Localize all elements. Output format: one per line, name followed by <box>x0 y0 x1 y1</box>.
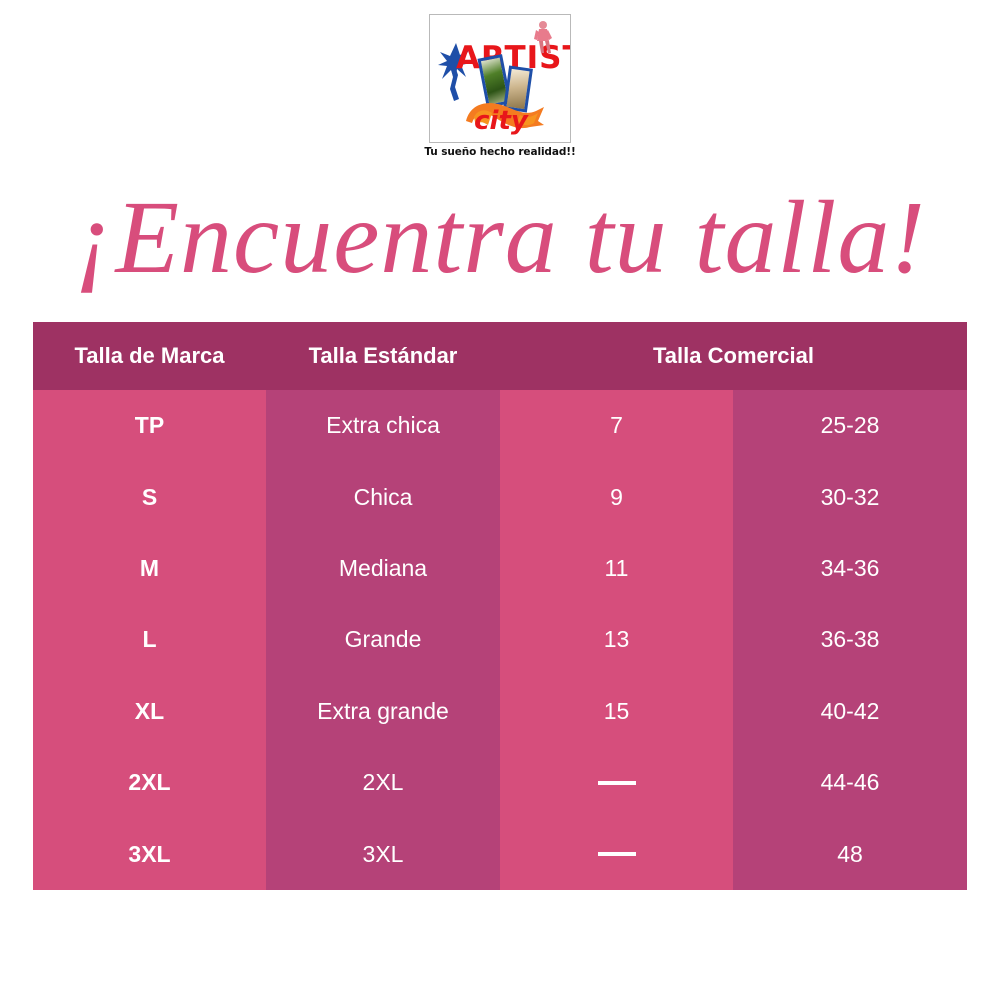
table-cell-comercial-rango: 44-46 <box>820 769 880 796</box>
table-cell-estandar: Extra chica <box>326 412 440 439</box>
table-cell-comercial-rango: 36-38 <box>820 626 880 653</box>
dash-mark-icon <box>597 780 636 785</box>
table-cell-marca: XL <box>134 697 165 724</box>
table-body: TP S M L XL 2XL 3XL Extra chica Chica Me… <box>33 390 967 890</box>
table-cell-comercial-rango: 34-36 <box>820 555 880 582</box>
table-cell-comercial-rango: 25-28 <box>820 412 880 439</box>
table-cell-estandar: 2XL <box>362 769 404 796</box>
table-cell-estandar: Mediana <box>338 555 428 582</box>
table-cell-comercial-num: 7 <box>610 412 623 439</box>
table-cell-comercial-rango: 48 <box>837 840 863 867</box>
table-cell-marca: TP <box>134 412 165 439</box>
table-header-talla-de-marca: Talla de Marca <box>74 343 225 368</box>
table-cell-comercial-num: 15 <box>603 697 630 724</box>
table-column-talla-comercial-numerica: 7 9 11 13 15 <box>500 390 733 890</box>
table-header-talla-estandar: Talla Estándar <box>308 343 458 368</box>
table-cell-marca: 2XL <box>128 769 171 796</box>
table-header-talla-comercial: Talla Comercial <box>653 343 814 368</box>
logo-frame: ARTIST city <box>429 14 571 143</box>
page-title: ¡Encuentra tu talla! <box>74 180 926 295</box>
dash-mark-icon <box>597 852 636 857</box>
table-cell-estandar: Extra grande <box>317 697 449 724</box>
table-cell-estandar: Grande <box>344 626 422 653</box>
table-cell-comercial-num: 11 <box>604 555 629 582</box>
table-cell-marca: L <box>142 626 157 653</box>
table-cell-comercial-num <box>500 819 733 890</box>
table-cell-comercial-num: 9 <box>610 483 623 510</box>
brand-logo-block: ARTIST city Tu sueño hecho realidad!! <box>0 14 1000 158</box>
dancer-silhouette-icon <box>438 43 471 101</box>
table-cell-estandar: 3XL <box>362 840 404 867</box>
table-cell-marca: M <box>139 555 160 582</box>
table-cell-comercial-rango: 30-32 <box>820 483 880 510</box>
table-column-talla-estandar: Extra chica Chica Mediana Grande Extra g… <box>266 390 500 890</box>
table-cell-comercial-num: 13 <box>603 626 630 653</box>
size-chart-table: Talla de Marca Talla Estándar Talla Come… <box>33 322 967 890</box>
table-cell-marca: 3XL <box>128 840 171 867</box>
table-cell-marca: S <box>141 483 158 510</box>
table-cell-comercial-rango: 40-42 <box>820 697 880 724</box>
standing-figure-icon <box>534 21 552 53</box>
table-header-row: Talla de Marca Talla Estándar Talla Come… <box>33 322 967 390</box>
logo-tagline: Tu sueño hecho realidad!! <box>424 146 576 158</box>
logo-sub-wordmark: city <box>474 106 528 136</box>
table-column-talla-comercial-rango: 25-28 30-32 34-36 36-38 40-42 44-46 48 <box>733 390 967 890</box>
table-cell-comercial-num <box>500 747 733 818</box>
table-cell-estandar: Chica <box>353 483 413 510</box>
orange-swoosh-icon <box>466 103 544 129</box>
table-column-talla-de-marca: TP S M L XL 2XL 3XL <box>33 390 266 890</box>
